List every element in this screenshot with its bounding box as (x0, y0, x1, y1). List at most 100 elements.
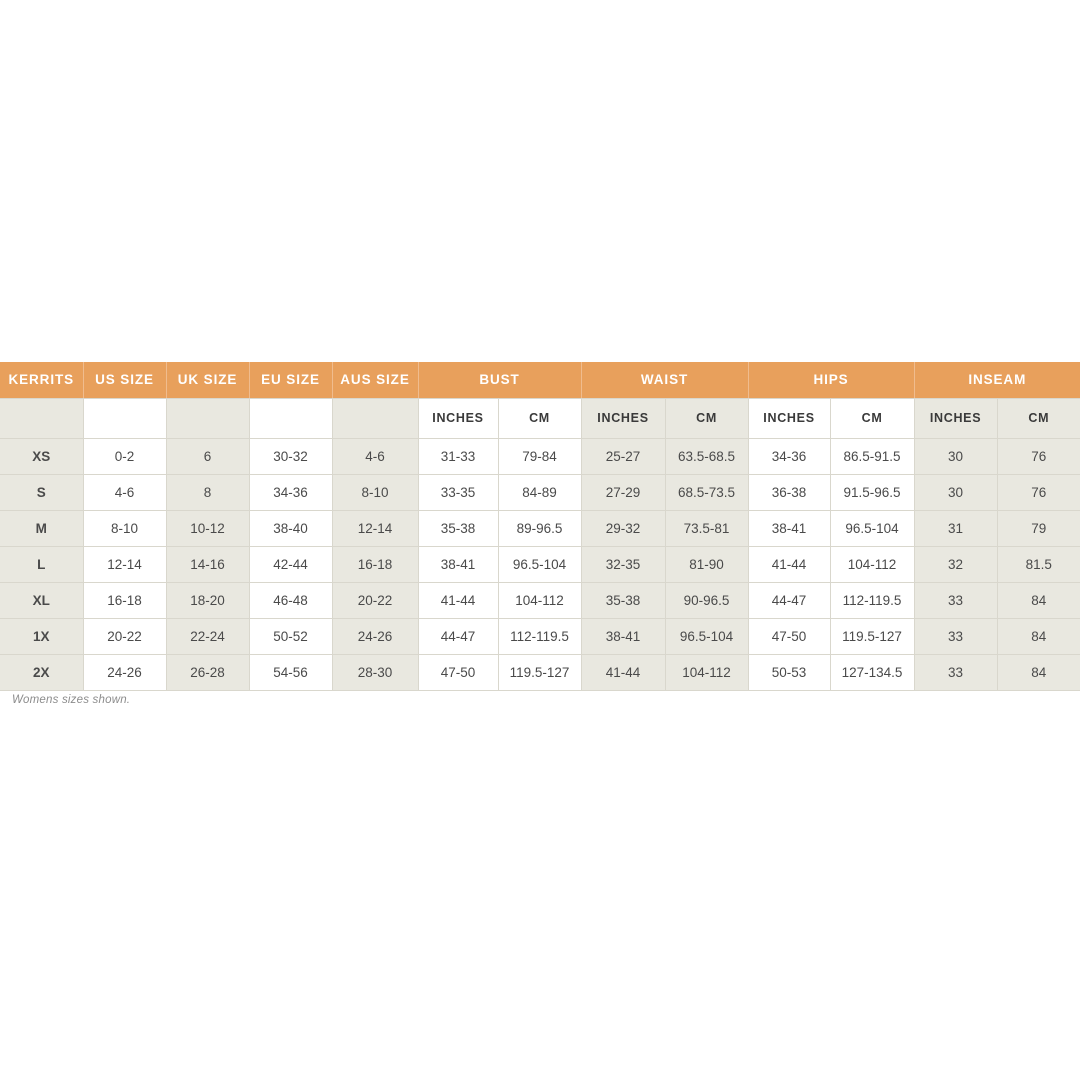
table-cell: 32 (914, 546, 998, 583)
table-cell: 20-22 (332, 582, 419, 619)
row-size-label: M (0, 510, 84, 547)
table-cell: 47-50 (418, 654, 499, 691)
table-cell: 41-44 (418, 582, 499, 619)
table-cell: 89-96.5 (498, 510, 582, 547)
table-cell: 38-41 (418, 546, 499, 583)
table-row: S 4-6 8 34-36 8-10 33-35 84-89 27-29 68.5-73.5 36… (0, 474, 1080, 511)
table-cell: 47-50 (748, 618, 831, 655)
table-cell: 18-20 (166, 582, 250, 619)
table-cell: 27-29 (581, 474, 666, 511)
table-cell: 30 (914, 474, 998, 511)
table-cell: 33 (914, 618, 998, 655)
table-cell: 29-32 (581, 510, 666, 547)
table-cell: 112-119.5 (498, 618, 582, 655)
sub-header-bust-inches: INCHES (418, 398, 499, 439)
table-row: L 12-14 14-16 42-44 16-18 38-41 96.5-104 32-35 8… (0, 546, 1080, 583)
size-chart-table: KERRITS US SIZE UK SIZE EU SIZE AUS SIZE… (0, 362, 1080, 691)
table-cell: 96.5-104 (830, 510, 915, 547)
sub-header-row: INCHES CM INCHES CM INCHES CM INCHES CM (0, 398, 1080, 439)
table-cell: 76 (997, 438, 1080, 475)
sub-header-3 (249, 398, 333, 439)
table-cell: 86.5-91.5 (830, 438, 915, 475)
table-row: XL 16-18 18-20 46-48 20-22 41-44 104-112 35-38 9… (0, 582, 1080, 619)
table-cell: 35-38 (581, 582, 666, 619)
table-cell: 63.5-68.5 (665, 438, 749, 475)
sub-header-inseam-inches: INCHES (914, 398, 998, 439)
table-body: XS 0-2 6 30-32 4-6 31-33 79-84 25-27 63.5-68.5 34… (0, 438, 1080, 691)
table-cell: 12-14 (332, 510, 419, 547)
group-header-us-size: US SIZE (83, 362, 167, 399)
group-header-hips: HIPS (748, 362, 915, 399)
table-cell: 41-44 (581, 654, 666, 691)
row-size-label: XS (0, 438, 84, 475)
table-cell: 127-134.5 (830, 654, 915, 691)
group-header-bust: BUST (418, 362, 582, 399)
table-cell: 12-14 (83, 546, 167, 583)
group-header-row: KERRITS US SIZE UK SIZE EU SIZE AUS SIZE… (0, 362, 1080, 399)
table-cell: 104-112 (665, 654, 749, 691)
table-header: KERRITS US SIZE UK SIZE EU SIZE AUS SIZE… (0, 362, 1080, 439)
table-cell: 68.5-73.5 (665, 474, 749, 511)
table-cell: 54-56 (249, 654, 333, 691)
table-cell: 10-12 (166, 510, 250, 547)
row-size-label: L (0, 546, 84, 583)
table-cell: 31 (914, 510, 998, 547)
table-cell: 50-52 (249, 618, 333, 655)
table-cell: 44-47 (418, 618, 499, 655)
table-cell: 26-28 (166, 654, 250, 691)
table-cell: 81.5 (997, 546, 1080, 583)
table-cell: 91.5-96.5 (830, 474, 915, 511)
sub-header-waist-cm: CM (665, 398, 749, 439)
table-cell: 4-6 (83, 474, 167, 511)
table-cell: 36-38 (748, 474, 831, 511)
table-row: 1X 20-22 22-24 50-52 24-26 44-47 112-119.5 38-4… (0, 618, 1080, 655)
sub-header-hips-inches: INCHES (748, 398, 831, 439)
sub-header-2 (166, 398, 250, 439)
table-cell: 34-36 (249, 474, 333, 511)
table-cell: 30 (914, 438, 998, 475)
table-cell: 96.5-104 (498, 546, 582, 583)
table-row: 2X 24-26 26-28 54-56 28-30 47-50 119.5-127 41-4… (0, 654, 1080, 691)
row-size-label: XL (0, 582, 84, 619)
table-cell: 25-27 (581, 438, 666, 475)
table-cell: 79-84 (498, 438, 582, 475)
table-cell: 76 (997, 474, 1080, 511)
table-cell: 14-16 (166, 546, 250, 583)
table-cell: 84 (997, 618, 1080, 655)
table-cell: 4-6 (332, 438, 419, 475)
table-cell: 46-48 (249, 582, 333, 619)
table-cell: 84 (997, 582, 1080, 619)
table-cell: 81-90 (665, 546, 749, 583)
table-cell: 50-53 (748, 654, 831, 691)
table-cell: 44-47 (748, 582, 831, 619)
table-cell: 41-44 (748, 546, 831, 583)
table-cell: 8-10 (332, 474, 419, 511)
chart-footnote: Womens sizes shown. (12, 694, 131, 706)
row-size-label: 2X (0, 654, 84, 691)
size-chart-container: KERRITS US SIZE UK SIZE EU SIZE AUS SIZE… (0, 362, 1080, 691)
table-cell: 38-41 (748, 510, 831, 547)
table-cell: 6 (166, 438, 250, 475)
table-cell: 96.5-104 (665, 618, 749, 655)
table-cell: 34-36 (748, 438, 831, 475)
sub-header-bust-cm: CM (498, 398, 582, 439)
table-cell: 84 (997, 654, 1080, 691)
sub-header-0 (0, 398, 84, 439)
table-cell: 119.5-127 (498, 654, 582, 691)
row-size-label: S (0, 474, 84, 511)
sub-header-inseam-cm: CM (997, 398, 1080, 439)
sub-header-waist-inches: INCHES (581, 398, 666, 439)
table-cell: 22-24 (166, 618, 250, 655)
table-cell: 24-26 (332, 618, 419, 655)
table-cell: 20-22 (83, 618, 167, 655)
table-cell: 90-96.5 (665, 582, 749, 619)
table-cell: 31-33 (418, 438, 499, 475)
row-size-label: 1X (0, 618, 84, 655)
table-row: M 8-10 10-12 38-40 12-14 35-38 89-96.5 29-32 73.… (0, 510, 1080, 547)
group-header-aus-size: AUS SIZE (332, 362, 419, 399)
table-cell: 8 (166, 474, 250, 511)
table-cell: 104-112 (498, 582, 582, 619)
table-cell: 84-89 (498, 474, 582, 511)
table-cell: 33 (914, 582, 998, 619)
